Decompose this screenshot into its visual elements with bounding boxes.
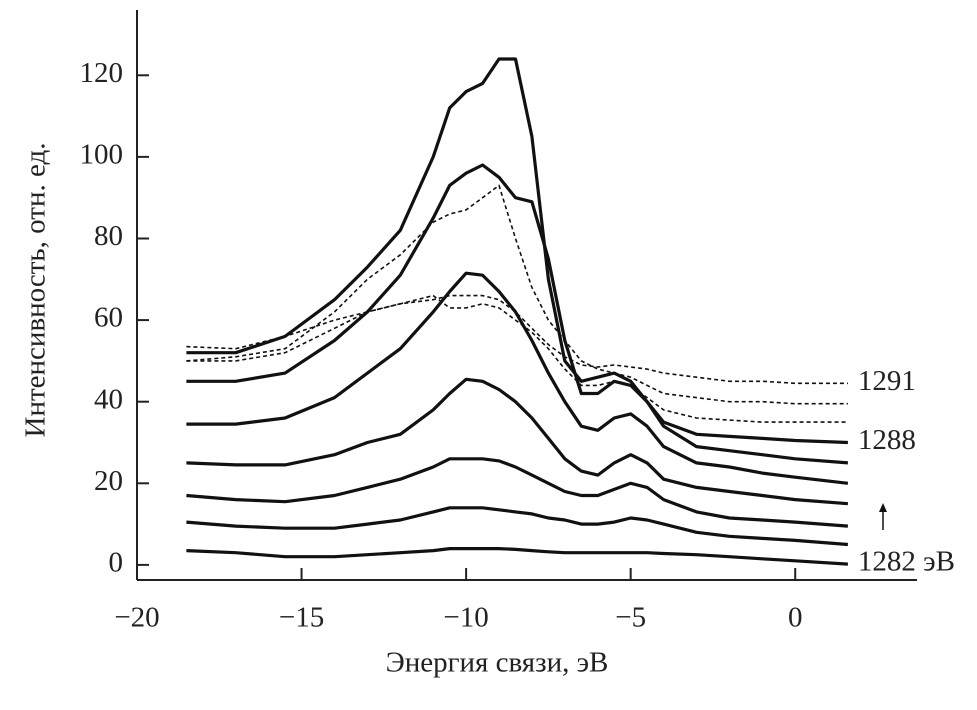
y-axis-title: Интенсивность, отн. ед. <box>20 143 52 438</box>
y-tick-label: 40 <box>94 383 123 415</box>
x-tick-label: −5 <box>615 602 646 634</box>
y-tick-label: 0 <box>109 547 124 579</box>
x-tick-label: −20 <box>114 602 159 634</box>
spectrum-line <box>186 457 849 528</box>
spectrum-line <box>186 294 848 385</box>
spectrum-line <box>186 377 849 506</box>
x-tick-label: 0 <box>788 602 803 634</box>
series-label: 1288 <box>858 424 916 456</box>
series-label: 1291 <box>858 365 916 397</box>
x-tick-label: −10 <box>443 602 488 634</box>
series-label: 1282 эВ <box>858 546 955 578</box>
y-tick-label: 60 <box>94 302 123 334</box>
spectrum-line <box>186 547 848 566</box>
spectrum-line <box>186 271 849 485</box>
x-tick-label: −15 <box>279 602 324 634</box>
y-tick-label: 20 <box>94 465 123 497</box>
spectrum-line <box>186 57 848 445</box>
spectrum-line <box>186 163 849 465</box>
x-axis-title: Энергия связи, эВ <box>386 647 609 679</box>
spectrum-line <box>186 506 849 547</box>
y-tick-label: 80 <box>94 220 123 252</box>
arrow-head <box>879 503 887 512</box>
y-tick-label: 120 <box>80 57 124 89</box>
y-tick-label: 100 <box>80 139 124 171</box>
